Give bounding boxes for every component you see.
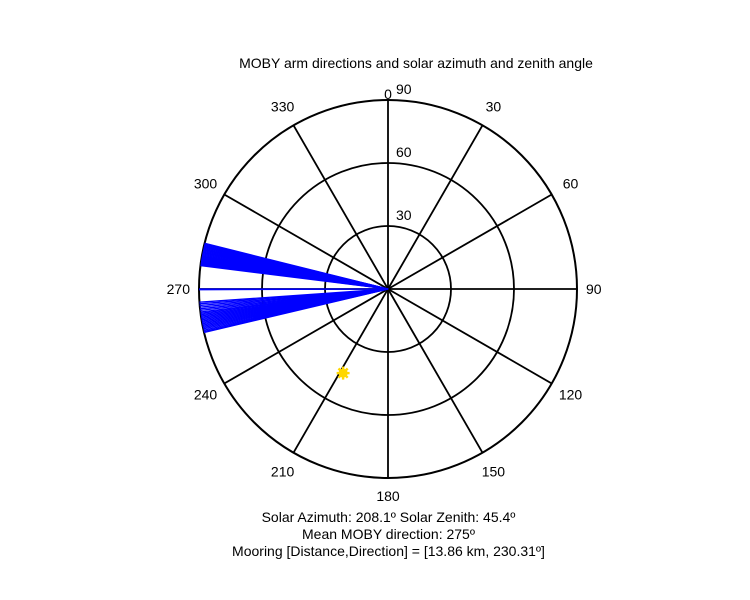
angle-tick-label: 30 (486, 99, 502, 115)
tick-labels: 0 30 60 90 120 150 180 210 240 270 300 330 30 60 90 (167, 81, 602, 504)
solar-angles-annotation: Solar Azimuth: 208.1º Solar Zenith: 45.4… (261, 509, 516, 525)
arm-direction-ray (203, 288, 389, 334)
radial-tick-label: 60 (396, 144, 412, 160)
radial-tick-label: 90 (396, 81, 412, 97)
angle-tick-label: 0 (384, 86, 392, 102)
angle-tick-label: 90 (586, 281, 602, 297)
angular-grid-spoke (223, 288, 389, 385)
angle-tick-label: 60 (563, 176, 579, 192)
angle-tick-label: 270 (167, 281, 191, 297)
angular-grid-spoke (387, 288, 484, 454)
arm-direction-series (198, 242, 389, 334)
angle-tick-label: 180 (376, 488, 400, 504)
angle-tick-label: 210 (271, 464, 295, 480)
angle-tick-label: 120 (559, 386, 583, 402)
arm-direction-ray (198, 288, 389, 291)
angle-tick-label: 330 (271, 99, 295, 115)
angular-grid-spoke (292, 124, 389, 290)
angle-tick-label: 240 (194, 386, 218, 402)
radial-tick-label: 30 (396, 207, 412, 223)
mooring-annotation: Mooring [Distance,Direction] = [13.86 km… (232, 543, 545, 559)
arm-direction-ray (200, 264, 389, 290)
sun-position-series (336, 366, 350, 380)
angular-grid-spoke (387, 288, 553, 385)
mean-direction-annotation: Mean MOBY direction: 275º (302, 526, 475, 542)
chart-title: MOBY arm directions and solar azimuth an… (239, 55, 593, 71)
angle-tick-label: 150 (482, 464, 506, 480)
angular-grid-spoke (387, 124, 484, 290)
sun-position-marker (336, 366, 350, 380)
angle-tick-label: 300 (194, 176, 218, 192)
angular-grid-spoke (223, 193, 389, 290)
angular-grid-spoke (387, 193, 553, 290)
